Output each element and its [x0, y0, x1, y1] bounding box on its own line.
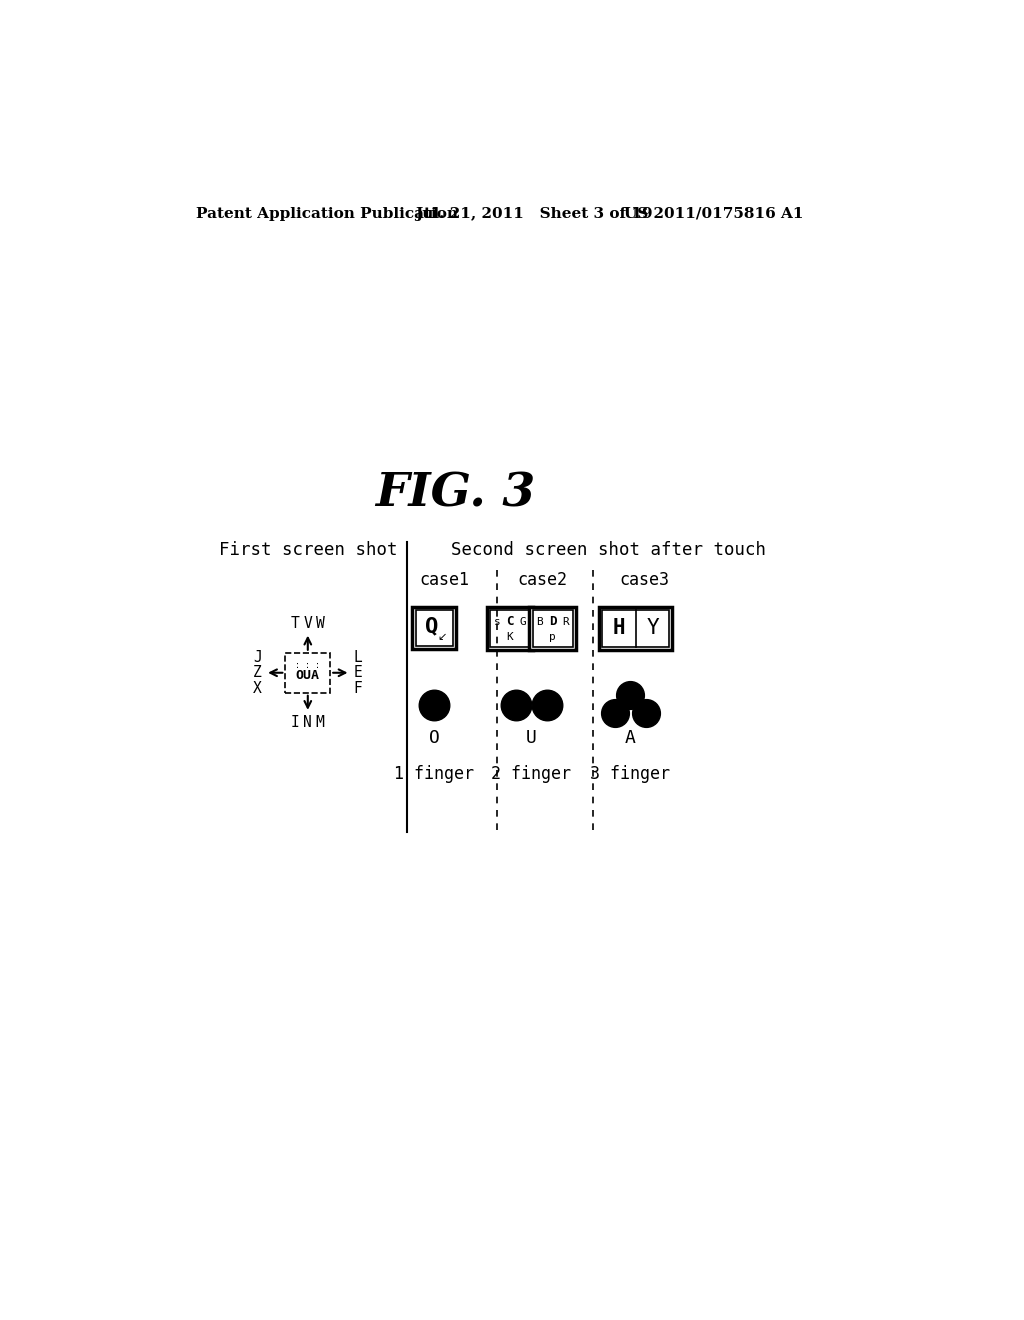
Text: J: J — [253, 649, 262, 665]
Text: US 2011/0175816 A1: US 2011/0175816 A1 — [624, 207, 804, 220]
Text: N: N — [303, 714, 312, 730]
Text: E: E — [354, 665, 362, 680]
Text: I: I — [291, 714, 300, 730]
Text: Z: Z — [253, 665, 262, 680]
Bar — [486, 607, 534, 649]
Text: Second screen shot after touch: Second screen shot after touch — [451, 541, 766, 558]
Bar — [413, 607, 456, 649]
Text: B: B — [537, 616, 543, 627]
Bar — [489, 610, 530, 647]
Text: Q: Q — [425, 616, 438, 636]
Text: Jul. 21, 2011   Sheet 3 of 19: Jul. 21, 2011 Sheet 3 of 19 — [415, 207, 652, 220]
Bar — [416, 610, 453, 645]
Text: Y: Y — [646, 618, 659, 638]
Text: OUA: OUA — [296, 669, 319, 682]
Text: s: s — [494, 616, 501, 627]
Text: F: F — [354, 681, 362, 696]
Bar — [529, 607, 575, 649]
Text: D: D — [549, 615, 556, 628]
Text: ↙: ↙ — [437, 632, 446, 643]
Text: case2: case2 — [517, 572, 567, 589]
Text: M: M — [315, 714, 325, 730]
Text: 3 finger: 3 finger — [590, 766, 670, 783]
Text: U: U — [525, 729, 537, 747]
Text: W: W — [315, 616, 325, 631]
Text: T: T — [291, 616, 300, 631]
Text: G: G — [520, 616, 526, 627]
Text: case3: case3 — [620, 572, 669, 589]
Text: K: K — [507, 632, 513, 643]
Text: H: H — [613, 618, 626, 638]
Text: First screen shot: First screen shot — [218, 541, 397, 558]
Text: 1 finger: 1 finger — [394, 766, 474, 783]
Text: Patent Application Publication: Patent Application Publication — [197, 207, 458, 220]
Text: 2 finger: 2 finger — [490, 766, 571, 783]
Text: L: L — [354, 649, 362, 665]
Text: O: O — [429, 729, 439, 747]
Text: case1: case1 — [419, 572, 469, 589]
Text: : : :: : : : — [295, 661, 321, 671]
Text: FIG. 3: FIG. 3 — [375, 470, 536, 516]
Text: p: p — [549, 632, 556, 643]
Bar — [602, 610, 669, 647]
Text: C: C — [506, 615, 514, 628]
Text: X: X — [253, 681, 262, 696]
Text: V: V — [303, 616, 312, 631]
Text: R: R — [562, 616, 569, 627]
Bar — [286, 653, 331, 693]
Bar — [532, 610, 572, 647]
Text: A: A — [625, 729, 636, 747]
Bar — [599, 607, 672, 649]
